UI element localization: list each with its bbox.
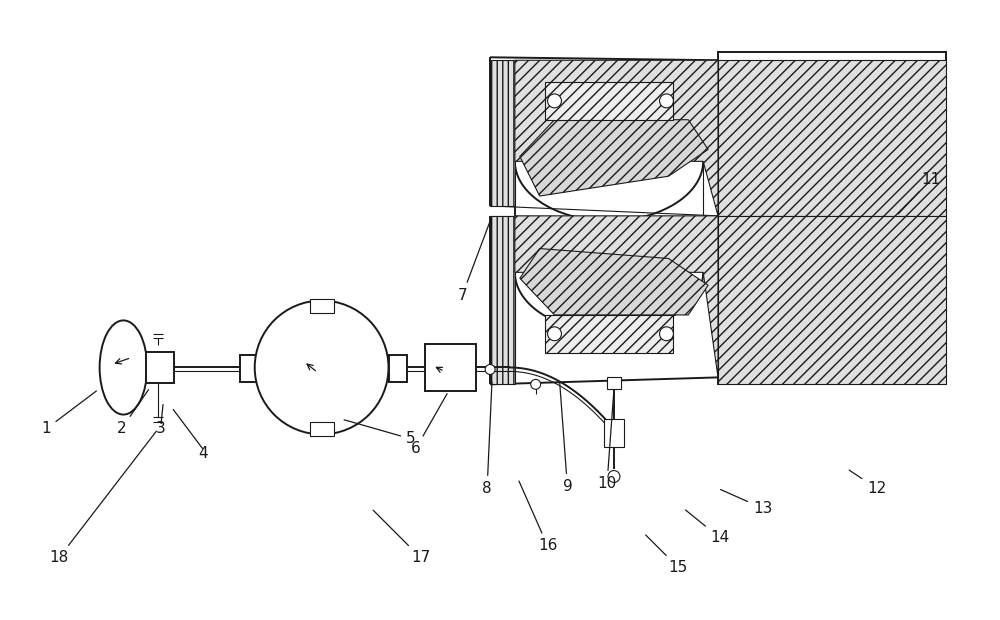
Bar: [240, 355, 258, 383]
Polygon shape: [718, 216, 946, 384]
Ellipse shape: [660, 94, 673, 108]
Text: 6: 6: [411, 394, 447, 456]
Ellipse shape: [485, 365, 495, 374]
Text: 5: 5: [344, 420, 416, 446]
Polygon shape: [718, 60, 946, 216]
Text: 13: 13: [721, 490, 772, 516]
Polygon shape: [490, 216, 515, 384]
Bar: [389, 355, 407, 383]
Polygon shape: [515, 60, 718, 216]
Ellipse shape: [100, 321, 147, 415]
Polygon shape: [515, 216, 718, 378]
Text: 11: 11: [898, 172, 941, 214]
Text: 15: 15: [646, 535, 688, 575]
Text: 4: 4: [198, 446, 208, 461]
Text: 12: 12: [849, 470, 886, 496]
Polygon shape: [520, 120, 708, 196]
Text: 7: 7: [458, 218, 491, 303]
Text: 16: 16: [519, 481, 557, 554]
Bar: [545, 82, 673, 120]
Bar: [545, 315, 673, 353]
Bar: [146, 352, 174, 383]
Text: 2: 2: [117, 389, 149, 436]
Bar: [718, 52, 946, 384]
Text: 17: 17: [373, 510, 430, 565]
Text: 3: 3: [156, 422, 166, 436]
Ellipse shape: [660, 327, 673, 341]
Text: 8: 8: [482, 382, 492, 496]
Text: 9: 9: [560, 382, 572, 494]
Ellipse shape: [608, 471, 620, 482]
Bar: [310, 422, 334, 436]
Text: 10: 10: [597, 392, 617, 491]
Ellipse shape: [255, 301, 389, 435]
Text: 14: 14: [685, 510, 730, 546]
Polygon shape: [490, 60, 515, 206]
Ellipse shape: [548, 327, 561, 341]
Ellipse shape: [531, 379, 541, 389]
Bar: [604, 419, 624, 447]
Text: 18: 18: [49, 431, 156, 565]
Bar: [310, 299, 334, 313]
Text: 1: 1: [41, 391, 96, 436]
Bar: [425, 343, 476, 391]
Ellipse shape: [548, 94, 561, 108]
Polygon shape: [520, 249, 708, 315]
Bar: [607, 378, 621, 389]
